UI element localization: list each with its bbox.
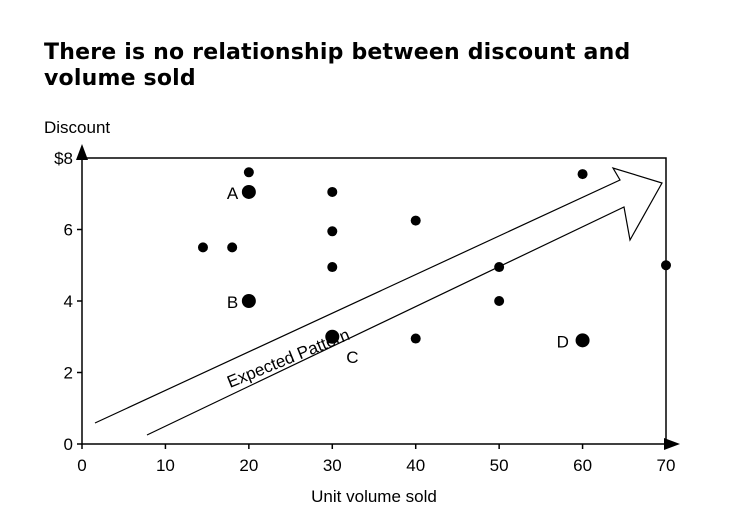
x-tick-label: 10	[156, 456, 175, 475]
data-point	[410, 333, 421, 344]
x-axis-label: Unit volume sold	[311, 487, 437, 506]
data-point	[327, 226, 338, 237]
data-point	[327, 262, 338, 273]
chart-title: There is no relationship between discoun…	[44, 40, 631, 91]
y-tick-label: $8	[54, 149, 73, 168]
point-label-c: C	[346, 348, 358, 367]
data-point	[577, 169, 588, 180]
point-label-b: B	[227, 293, 238, 312]
data-point	[410, 215, 421, 226]
y-tick-label: 6	[64, 221, 73, 240]
data-point-c	[325, 329, 340, 344]
x-tick-label: 0	[77, 456, 86, 475]
data-point	[197, 242, 208, 253]
plot-frame	[81, 157, 667, 445]
data-point	[227, 242, 238, 253]
expected-pattern-arrow	[94, 166, 663, 436]
data-point	[661, 260, 671, 271]
x-tick-label: 60	[573, 456, 592, 475]
data-point-b	[241, 294, 256, 308]
x-tick-label: 40	[406, 456, 425, 475]
x-tick-label: 20	[239, 456, 258, 475]
x-tick-label: 70	[657, 456, 676, 475]
y-tick-label: 4	[64, 292, 73, 311]
x-axis-arrowhead	[664, 438, 680, 450]
data-point	[243, 167, 254, 178]
data-point	[494, 262, 505, 273]
data-point-a	[241, 184, 256, 199]
data-point	[327, 186, 338, 197]
x-tick-label: 30	[323, 456, 342, 475]
x-tick-label: 50	[490, 456, 509, 475]
point-label-a: A	[227, 184, 239, 203]
y-tick-label: 0	[64, 435, 73, 454]
point-label-d: D	[557, 332, 569, 351]
y-axis-label: Discount	[44, 118, 111, 137]
y-tick-label: 2	[64, 364, 73, 383]
data-point	[494, 296, 505, 306]
data-point-d	[575, 333, 590, 348]
y-axis-arrowhead	[76, 144, 88, 160]
